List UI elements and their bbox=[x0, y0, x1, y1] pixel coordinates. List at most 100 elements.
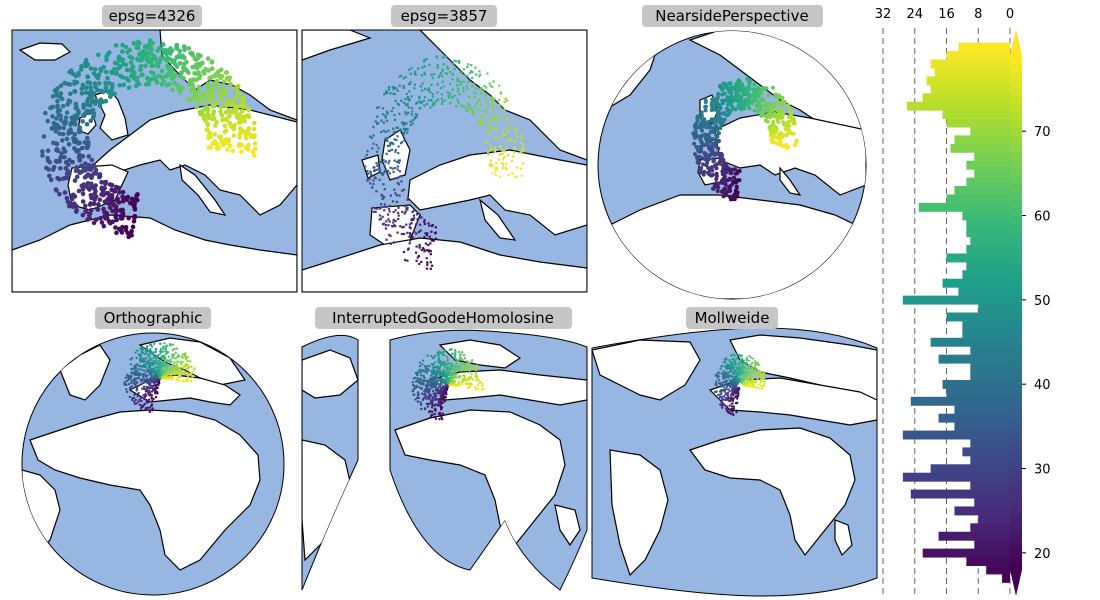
scatter-point bbox=[476, 368, 479, 371]
histogram-bar bbox=[946, 194, 1010, 204]
scatter-point bbox=[50, 114, 55, 119]
scatter-point bbox=[724, 376, 727, 380]
colorbar-segment bbox=[1010, 465, 1022, 475]
scatter-point bbox=[148, 410, 151, 414]
scatter-point bbox=[178, 373, 181, 376]
scatter-point bbox=[376, 207, 379, 210]
scatter-point bbox=[123, 224, 129, 230]
scatter-point bbox=[746, 91, 751, 96]
scatter-point bbox=[743, 98, 748, 103]
scatter-point bbox=[730, 407, 733, 410]
scatter-point bbox=[140, 72, 145, 78]
scatter-point bbox=[406, 206, 409, 209]
scatter-point bbox=[499, 91, 502, 94]
scatter-point bbox=[430, 354, 433, 358]
scatter-point bbox=[510, 121, 513, 124]
scatter-point bbox=[445, 386, 449, 390]
scatter-point bbox=[413, 87, 416, 90]
scatter-point bbox=[165, 352, 168, 355]
scatter-point bbox=[501, 149, 504, 152]
scatter-points bbox=[364, 55, 525, 270]
scatter-point bbox=[73, 105, 79, 111]
scatter-point bbox=[730, 389, 733, 392]
scatter-point bbox=[238, 117, 243, 122]
scatter-point bbox=[734, 178, 739, 183]
scatter-point bbox=[413, 117, 417, 120]
scatter-point bbox=[444, 396, 447, 399]
scatter-point bbox=[144, 352, 148, 355]
scatter-point bbox=[419, 401, 422, 404]
scatter-point bbox=[135, 43, 140, 49]
scatter-point bbox=[423, 65, 426, 68]
scatter-point bbox=[228, 81, 233, 87]
scatter-point bbox=[416, 371, 419, 375]
scatter-point bbox=[376, 168, 379, 171]
scatter-point bbox=[57, 177, 62, 182]
scatter-point bbox=[134, 193, 139, 199]
scatter-point bbox=[372, 210, 375, 213]
scatter-point bbox=[175, 372, 179, 375]
scatter-point bbox=[449, 71, 452, 74]
scatter-point bbox=[95, 207, 101, 212]
scatter-point bbox=[728, 168, 733, 173]
scatter-point bbox=[474, 388, 478, 391]
scatter-point bbox=[50, 94, 56, 99]
histogram-bar bbox=[918, 202, 1010, 212]
scatter-point bbox=[213, 100, 219, 105]
scatter-point bbox=[726, 189, 731, 194]
scatter-point bbox=[154, 384, 158, 387]
scatter-point bbox=[172, 58, 177, 63]
scatter-point bbox=[704, 152, 709, 157]
scatter-point bbox=[74, 207, 79, 213]
scatter-point bbox=[489, 144, 492, 147]
scatter-point bbox=[709, 151, 714, 156]
scatter-point bbox=[432, 376, 435, 380]
scatter-point bbox=[186, 367, 189, 371]
scatter-point bbox=[735, 372, 738, 375]
scatter-point bbox=[394, 149, 397, 152]
scatter-point bbox=[427, 368, 430, 371]
scatter-point bbox=[478, 87, 481, 91]
scatter-point bbox=[109, 187, 114, 193]
histogram-bar bbox=[922, 93, 1010, 103]
scatter-point bbox=[112, 66, 117, 72]
scatter-point bbox=[446, 384, 449, 387]
scatter-point bbox=[386, 144, 390, 147]
scatter-point bbox=[452, 63, 455, 66]
scatter-point bbox=[385, 238, 388, 241]
scatter-point bbox=[91, 201, 97, 207]
scatter-point bbox=[83, 57, 89, 63]
scatter-point bbox=[175, 363, 179, 366]
scatter-point bbox=[152, 57, 158, 62]
scatter-point bbox=[382, 183, 385, 186]
scatter-point bbox=[209, 59, 215, 64]
scatter-point bbox=[148, 70, 154, 75]
scatter-point bbox=[427, 402, 431, 406]
scatter-point bbox=[458, 384, 461, 388]
scatter-point bbox=[739, 374, 742, 377]
scatter-point bbox=[715, 390, 718, 393]
scatter-point bbox=[195, 61, 201, 67]
scatter-point bbox=[133, 83, 139, 89]
scatter-point bbox=[175, 347, 179, 350]
scatter-point bbox=[453, 67, 456, 70]
scatter-point bbox=[142, 394, 145, 397]
scatter-point bbox=[724, 164, 729, 169]
scatter-point bbox=[719, 367, 722, 370]
scatter-point bbox=[448, 378, 451, 382]
scatter-point bbox=[423, 236, 426, 239]
scatter-point bbox=[406, 95, 410, 99]
scatter-point bbox=[72, 122, 78, 127]
scatter-point bbox=[387, 170, 390, 173]
scatter-point bbox=[408, 90, 411, 93]
scatter-point bbox=[395, 200, 398, 204]
scatter-point bbox=[387, 88, 391, 91]
scatter-point bbox=[45, 118, 51, 124]
scatter-point bbox=[120, 61, 126, 67]
scatter-point bbox=[149, 378, 153, 381]
histogram-bar bbox=[974, 169, 1010, 179]
scatter-point bbox=[419, 223, 422, 226]
scatter-point bbox=[750, 362, 753, 365]
scatter-point bbox=[433, 412, 436, 416]
